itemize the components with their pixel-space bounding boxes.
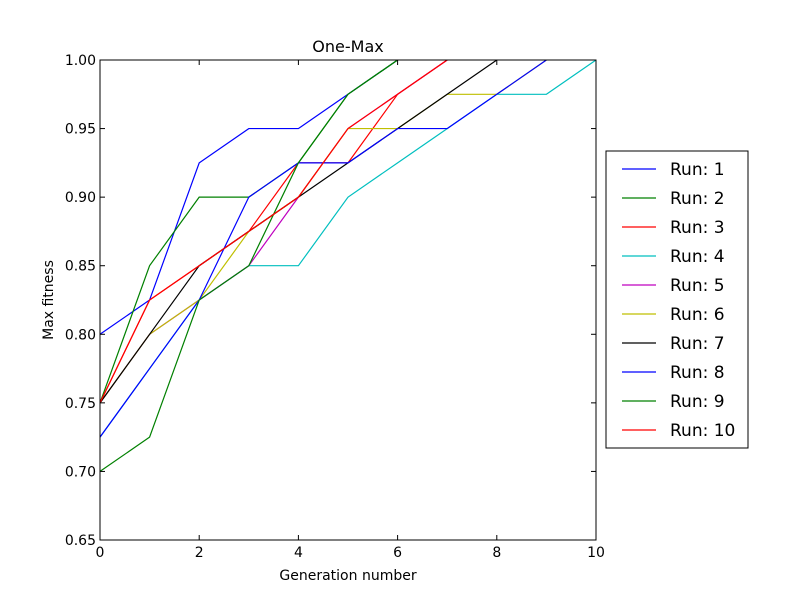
y-tick-label: 0.65	[65, 533, 96, 549]
legend: Run: 1 Run: 2 Run: 3 Run: 4 Run: 5 Run: 6 Run:…	[605, 150, 749, 449]
legend-label-10: Run: 10	[670, 421, 735, 441]
y-tick-label: 1.00	[65, 53, 96, 69]
legend-label-4: Run: 4	[670, 247, 725, 267]
series-layer	[99, 59, 597, 472]
legend-label-7: Run: 7	[670, 334, 725, 354]
y-tick-label: 0.85	[65, 259, 96, 275]
legend-label-6: Run: 6	[670, 305, 725, 325]
legend-label-3: Run: 3	[670, 218, 725, 238]
x-tick-label: 4	[294, 545, 303, 561]
series-line-10	[99, 59, 448, 404]
series-line-5	[99, 59, 448, 404]
series-line-4	[99, 59, 597, 438]
x-tick-label: 6	[393, 545, 402, 561]
y-tick-label: 0.70	[65, 464, 96, 480]
x-tick-label: 8	[492, 545, 501, 561]
x-axis-label: Generation number	[279, 568, 416, 584]
x-tick-label: 2	[195, 545, 204, 561]
series-line-7	[99, 59, 498, 404]
plot-frame	[99, 59, 597, 541]
y-tick-label: 0.95	[65, 122, 96, 138]
y-tick-label: 0.75	[65, 396, 96, 412]
axes-layer: 0 2 4 6 8 10 0.65 0.70 0.75 0.80 0.85 0.90 0.95 1.00	[65, 53, 605, 561]
legend-label-8: Run: 8	[670, 363, 725, 383]
x-tick-label: 0	[96, 545, 105, 561]
legend-label-5: Run: 5	[670, 276, 725, 296]
legend-label-2: Run: 2	[670, 189, 725, 209]
y-tick-label: 0.90	[65, 190, 96, 206]
legend-label-1: Run: 1	[670, 160, 725, 180]
x-tick-label: 10	[587, 545, 605, 561]
series-line-9	[99, 59, 398, 472]
series-line-8	[99, 59, 547, 438]
chart-title: One-Max	[312, 37, 383, 56]
legend-box	[605, 150, 749, 449]
legend-label-9: Run: 9	[670, 392, 725, 412]
y-axis-label: Max fitness	[41, 260, 57, 340]
y-tick-label: 0.80	[65, 327, 96, 343]
